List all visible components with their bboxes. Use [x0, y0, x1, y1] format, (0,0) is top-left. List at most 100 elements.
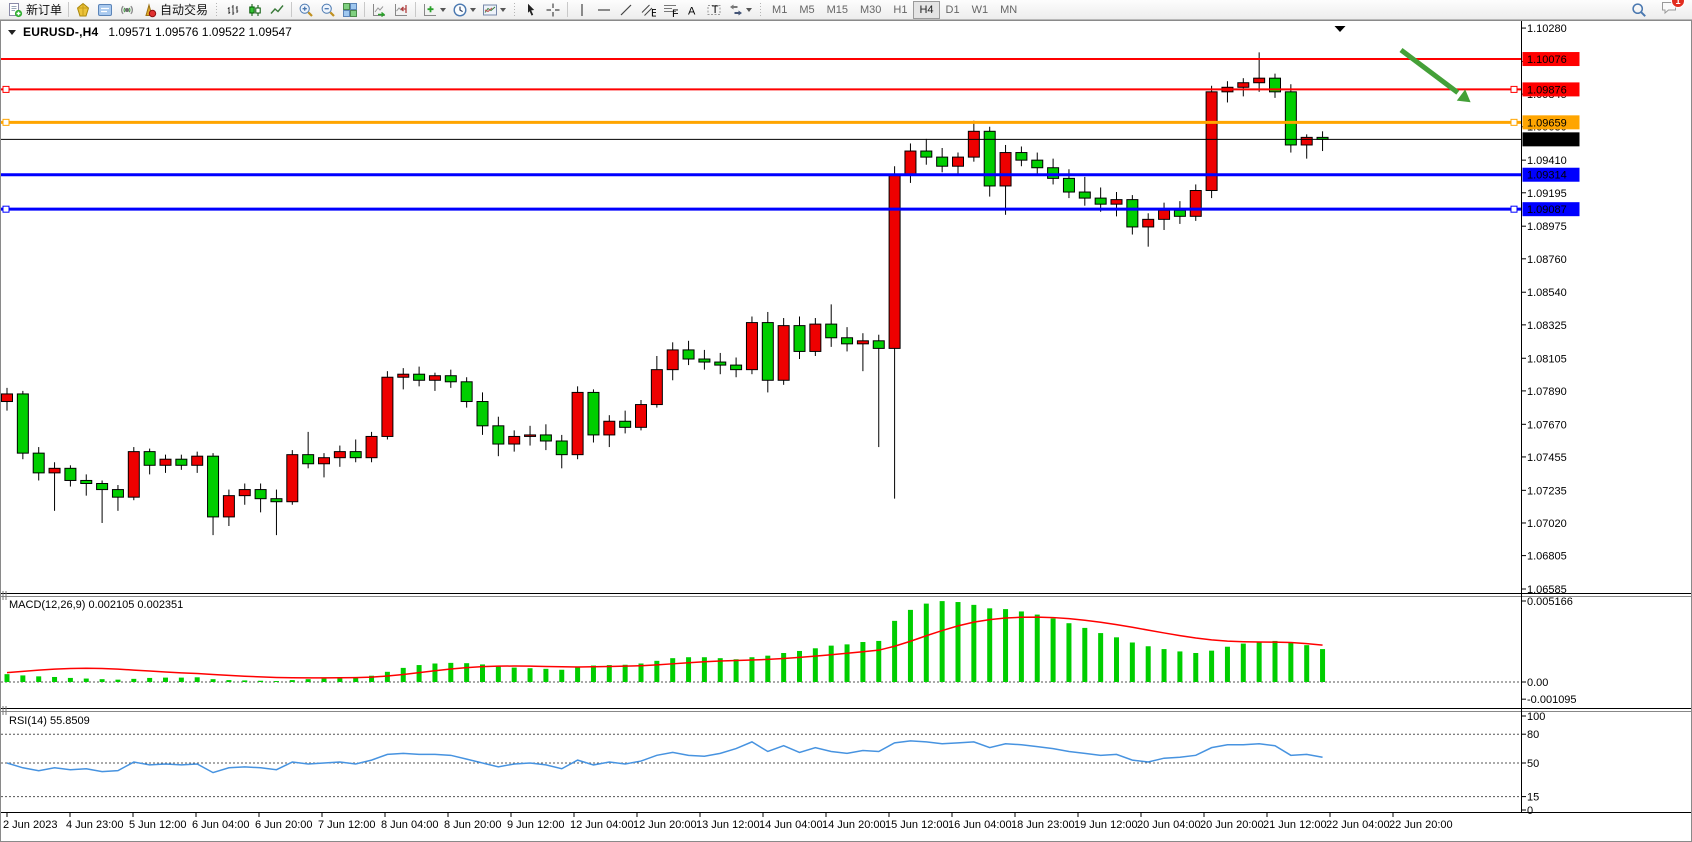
candle	[1015, 152, 1028, 161]
timeframe-m15[interactable]: M15	[821, 1, 854, 19]
terminal-button[interactable]	[94, 0, 116, 19]
candle	[397, 373, 410, 378]
candle	[1189, 190, 1202, 217]
bar-chart-button[interactable]	[222, 0, 244, 19]
line-chart-button[interactable]	[266, 0, 288, 19]
text-button[interactable]: A	[681, 0, 703, 19]
candle	[952, 156, 964, 167]
main-toolbar: 新订单 自动交易	[0, 0, 1692, 20]
crosshair-button[interactable]	[542, 0, 564, 19]
line-handle	[2, 205, 10, 213]
trendline-button[interactable]	[615, 0, 637, 19]
candle	[96, 483, 109, 491]
timeframe-m5[interactable]: M5	[793, 1, 820, 19]
timeframe-w1[interactable]: W1	[966, 1, 995, 19]
trend-arrow-annotation[interactable]	[1399, 47, 1471, 103]
vertical-line-button[interactable]	[571, 0, 593, 19]
cursor-icon	[523, 2, 539, 18]
notifications-button[interactable]: 1	[1660, 0, 1685, 20]
timeframe-m30[interactable]: M30	[854, 1, 887, 19]
svg-text:F: F	[672, 8, 678, 18]
candle	[714, 361, 727, 366]
zoom-in-icon	[298, 2, 314, 18]
dropdown-caret	[746, 7, 753, 12]
price-tick-label: 1.09410	[1527, 155, 1567, 167]
candle	[1269, 77, 1281, 93]
timeframe-mn[interactable]: MN	[994, 1, 1023, 19]
auto-trading-button[interactable]: 自动交易	[138, 0, 211, 19]
shapes-button[interactable]	[725, 0, 755, 19]
timeframe-m1[interactable]: M1	[766, 1, 793, 19]
text-label-button[interactable]: T	[703, 0, 725, 19]
rsi-axis-label: 0	[1527, 805, 1533, 817]
price-tick-label: 1.07020	[1527, 518, 1567, 530]
price-axis: 1.102801.100601.098451.096301.094101.091…	[1521, 23, 1567, 596]
templates-button[interactable]	[479, 0, 509, 19]
candle	[888, 174, 901, 349]
toolbar-grip	[215, 2, 219, 17]
chart-canvas[interactable]: 1.102801.100601.098451.096301.094101.091…	[1, 21, 1691, 841]
candle	[524, 434, 537, 437]
timeframe-d1[interactable]: D1	[940, 1, 966, 19]
rsi-axis-label: 50	[1527, 758, 1539, 770]
rsi-line	[6, 740, 1323, 774]
auto-scroll-button[interactable]	[368, 0, 390, 19]
candle	[111, 489, 124, 498]
indicators-button[interactable]	[419, 0, 449, 19]
horizontal-line-button[interactable]	[593, 0, 615, 19]
candle	[16, 393, 29, 454]
svg-text:E: E	[651, 7, 656, 18]
hlines-layer[interactable]	[1, 58, 1521, 213]
price-tick-label: 1.07455	[1527, 452, 1567, 464]
time-axis-label: 12 Jun 20:00	[633, 819, 697, 831]
svg-text:T: T	[712, 4, 719, 16]
time-axis-label: 20 Jun 04:00	[1137, 819, 1201, 831]
candle	[460, 381, 473, 403]
zoom-in-button[interactable]	[295, 0, 317, 19]
candlestick-button[interactable]	[244, 0, 266, 19]
timeframe-h1[interactable]: H1	[887, 1, 913, 19]
notification-badge: 1	[1671, 0, 1685, 8]
price-badge: 1.09547	[1527, 134, 1567, 146]
candle	[80, 479, 93, 485]
candle	[191, 455, 204, 466]
candle	[318, 457, 330, 465]
fibonacci-button[interactable]: F	[659, 0, 681, 19]
candle	[286, 454, 299, 503]
candle	[143, 451, 156, 466]
signals-button[interactable]	[116, 0, 138, 19]
candle	[1078, 191, 1091, 199]
rsi-axis-label: 100	[1527, 711, 1545, 723]
new-order-icon	[7, 2, 23, 18]
time-axis-label: 14 Jun 20:00	[822, 819, 886, 831]
search-button[interactable]	[1628, 0, 1650, 19]
new-order-button[interactable]: 新订单	[4, 0, 65, 19]
time-axis-label: 13 Jun 12:00	[696, 819, 760, 831]
timeframe-h4[interactable]: H4	[913, 0, 940, 19]
candle	[428, 375, 441, 381]
candles-layer	[1, 52, 1329, 536]
cursor-button[interactable]	[520, 0, 542, 19]
terminal-icon	[97, 2, 113, 18]
macd-axis-label: 0.00	[1527, 677, 1548, 689]
rsi-axis-label: 15	[1527, 792, 1539, 804]
candle	[413, 373, 426, 381]
candle	[1158, 209, 1171, 220]
crosshair-icon	[545, 2, 561, 18]
chart-shift-button[interactable]	[390, 0, 412, 19]
candle	[1237, 82, 1250, 88]
line-handle	[2, 118, 10, 126]
separator	[68, 2, 70, 17]
collapse-icon[interactable]	[8, 29, 16, 35]
line-handle	[2, 85, 10, 93]
metaeditor-button[interactable]	[72, 0, 94, 19]
candle	[682, 349, 695, 360]
zoom-out-button[interactable]	[317, 0, 339, 19]
macd-layer: 0.005166 0.00 -0.001095	[4, 596, 1577, 706]
periods-button[interactable]	[449, 0, 479, 19]
equidistant-channel-button[interactable]: E	[637, 0, 659, 19]
candle	[1142, 218, 1155, 228]
price-tick-label: 1.08760	[1527, 254, 1567, 266]
time-axis[interactable]: 2 Jun 2023 4 Jun 23:00 5 Jun 12:00 6 Jun 04…	[3, 813, 1453, 831]
tile-windows-button[interactable]	[339, 0, 361, 19]
